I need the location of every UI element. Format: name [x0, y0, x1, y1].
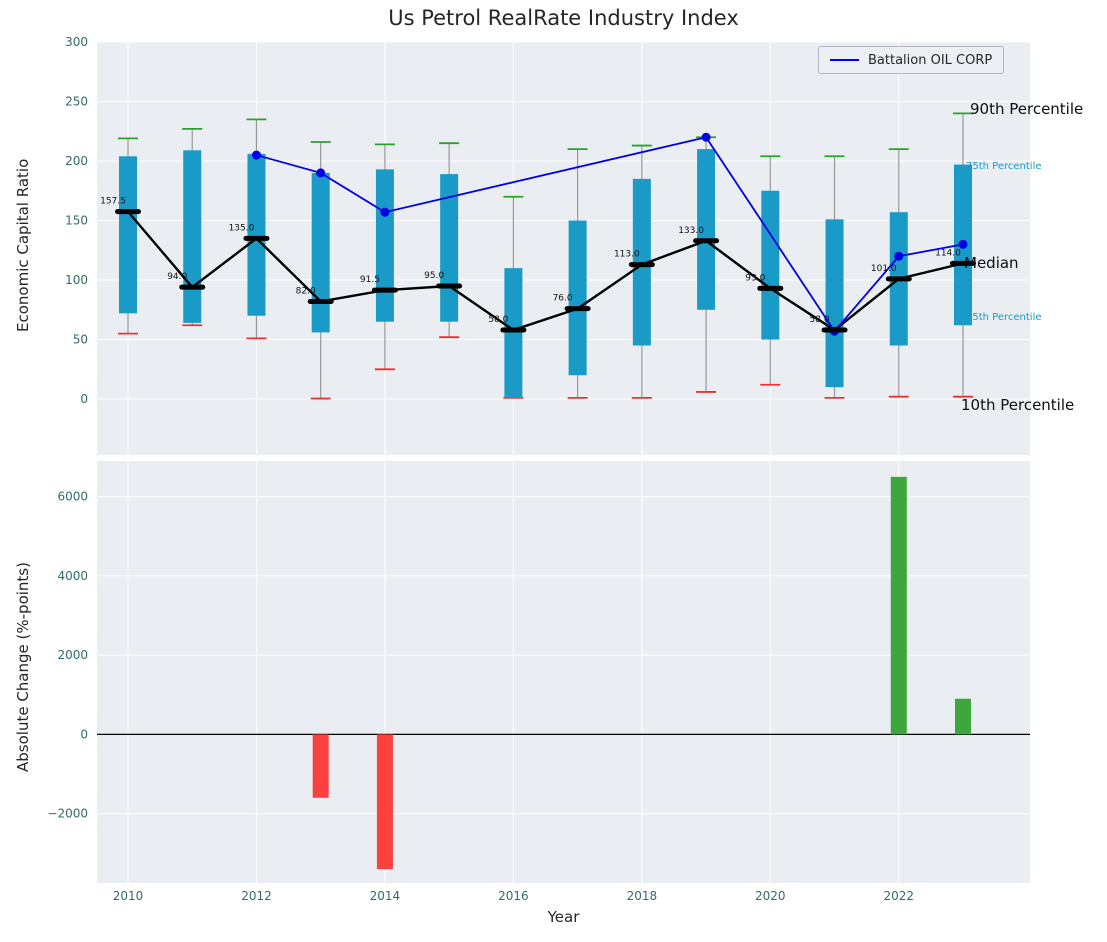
median-value-label: 93.0 — [745, 273, 765, 283]
y-tick-label: 0 — [80, 392, 88, 406]
x-tick-label: 2014 — [370, 889, 401, 903]
annotation-75th-percentile: 75th Percentile — [966, 161, 1042, 172]
median-marker-2015 — [436, 283, 463, 289]
y-tick-label: 150 — [65, 214, 88, 228]
company-point-2019 — [701, 132, 711, 142]
median-marker-2023 — [950, 260, 976, 266]
iqr-box-2017 — [568, 220, 587, 376]
median-marker-2018 — [628, 262, 655, 268]
median-marker-2017 — [564, 306, 591, 312]
bottom-y-axis-label: Absolute Change (%-points) — [14, 562, 32, 772]
company-point-2022 — [894, 251, 904, 261]
bottom-plot-background — [97, 461, 1030, 883]
legend: Battalion OIL CORP — [818, 46, 1005, 74]
top-y-axis-label: Economic Capital Ratio — [14, 158, 32, 332]
iqr-box-2011 — [183, 150, 202, 323]
company-point-2014 — [380, 207, 390, 217]
iqr-box-2019 — [697, 149, 716, 310]
median-value-label: 94.0 — [167, 272, 187, 282]
iqr-box-2012 — [247, 153, 266, 316]
median-value-label: 95.0 — [424, 271, 444, 281]
median-marker-2010 — [115, 209, 141, 215]
median-value-label: 133.0 — [678, 226, 704, 236]
x-tick-label: 2012 — [241, 889, 272, 903]
x-tick-label: 2016 — [498, 889, 529, 903]
median-value-label: 113.0 — [614, 250, 640, 260]
y-tick-label: 250 — [65, 95, 88, 109]
annotation-10th-percentile: 10th Percentile — [961, 396, 1075, 414]
company-point-2023 — [958, 239, 968, 249]
x-tick-label: 2022 — [883, 889, 914, 903]
x-axis-label: Year — [547, 908, 580, 926]
median-line — [127, 210, 964, 332]
change-bar-2013 — [312, 734, 329, 798]
median-marker-2020 — [757, 285, 784, 291]
median-value-label: 82.0 — [296, 286, 316, 296]
y-tick-label: 50 — [73, 333, 88, 347]
y-tick-label: 6000 — [57, 490, 88, 504]
legend-label: Battalion OIL CORP — [868, 52, 993, 68]
legend-line-icon — [830, 59, 859, 61]
median-marker-2022 — [885, 276, 912, 282]
median-value-label: 76.0 — [553, 294, 573, 304]
median-value-label: 58.0 — [488, 315, 508, 325]
y-tick-label: 2000 — [57, 648, 88, 662]
iqr-box-2010 — [119, 156, 137, 314]
median-marker-2019 — [693, 238, 720, 244]
iqr-box-2020 — [761, 190, 780, 340]
x-tick-label: 2020 — [755, 889, 786, 903]
iqr-box-2016 — [504, 268, 523, 398]
annotation-25th-percentile: 25th Percentile — [966, 312, 1042, 323]
median-marker-2013 — [307, 298, 334, 304]
y-tick-label: 200 — [65, 154, 88, 168]
median-value-label: 157.5 — [100, 197, 126, 207]
y-tick-label: 300 — [65, 35, 88, 49]
iqr-box-2013 — [311, 172, 330, 333]
median-value-label: 114.0 — [935, 248, 961, 258]
median-marker-2011 — [179, 284, 206, 290]
median-marker-2021 — [821, 327, 848, 333]
median-value-label: 91.5 — [360, 275, 380, 285]
company-point-2012 — [251, 150, 261, 160]
x-tick-label: 2018 — [627, 889, 658, 903]
annotation-median: Median — [964, 254, 1019, 272]
annotation-90th-percentile: 90th Percentile — [970, 100, 1084, 118]
median-marker-2014 — [371, 287, 398, 293]
y-tick-label: −2000 — [47, 807, 88, 821]
chart-title: Us Petrol RealRate Industry Index — [388, 6, 739, 30]
median-marker-2012 — [243, 235, 270, 241]
y-tick-label: 100 — [65, 273, 88, 287]
median-value-label: 58.0 — [810, 315, 830, 325]
company-point-2013 — [316, 168, 326, 178]
iqr-box-2014 — [375, 169, 394, 322]
y-tick-label: 4000 — [57, 569, 88, 583]
median-marker-2016 — [500, 327, 527, 333]
change-bar-2014 — [376, 734, 393, 870]
median-value-label: 135.0 — [229, 223, 255, 233]
iqr-box-2021 — [825, 219, 844, 388]
x-tick-label: 2010 — [113, 889, 144, 903]
change-bar-2022 — [890, 476, 907, 735]
y-tick-label: 0 — [80, 727, 88, 741]
median-value-label: 101.0 — [871, 264, 897, 274]
change-bar-2023 — [955, 698, 971, 735]
